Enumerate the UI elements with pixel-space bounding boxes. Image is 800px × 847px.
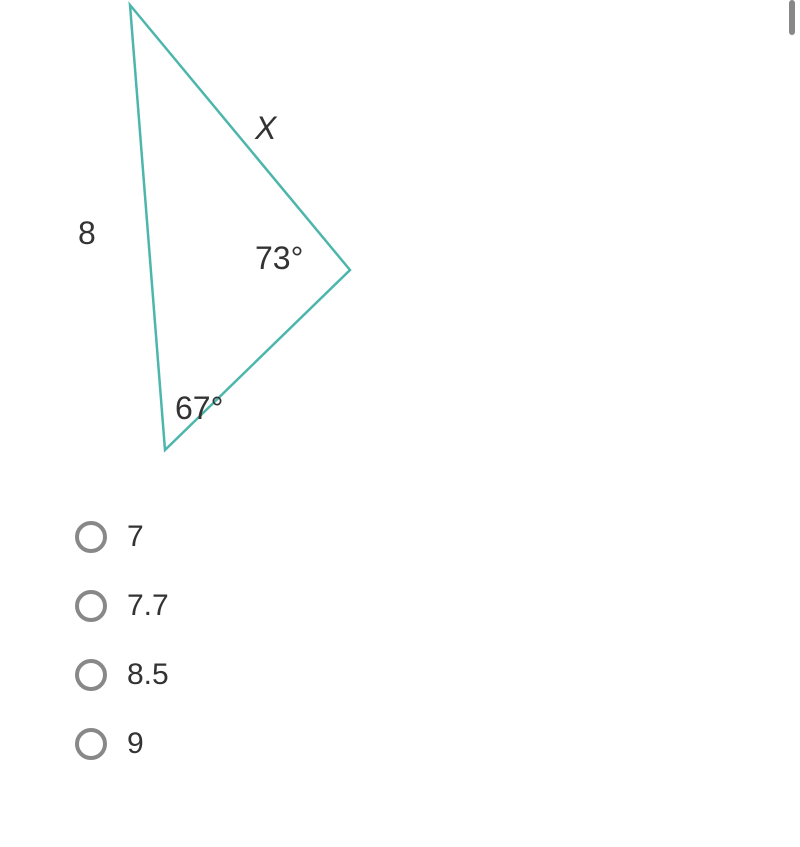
option-7-7[interactable]: 7.7: [75, 589, 169, 623]
option-9[interactable]: 9: [75, 727, 169, 761]
radio-icon: [75, 728, 107, 760]
angle-label-67: 67°: [175, 390, 223, 427]
answer-options: 7 7.7 8.5 9: [75, 520, 169, 761]
angle-label-73: 73°: [255, 240, 303, 277]
radio-icon: [75, 590, 107, 622]
option-label: 7.7: [127, 589, 169, 623]
radio-icon: [75, 659, 107, 691]
side-label-8: 8: [78, 215, 96, 252]
option-label: 9: [127, 727, 144, 761]
triangle-diagram: X 8 73° 67°: [0, 0, 400, 500]
option-label: 7: [127, 520, 144, 554]
option-8-5[interactable]: 8.5: [75, 658, 169, 692]
side-label-x: X: [255, 110, 276, 147]
option-label: 8.5: [127, 658, 169, 692]
option-7[interactable]: 7: [75, 520, 169, 554]
scrollbar-indicator: [789, 0, 795, 35]
radio-icon: [75, 521, 107, 553]
